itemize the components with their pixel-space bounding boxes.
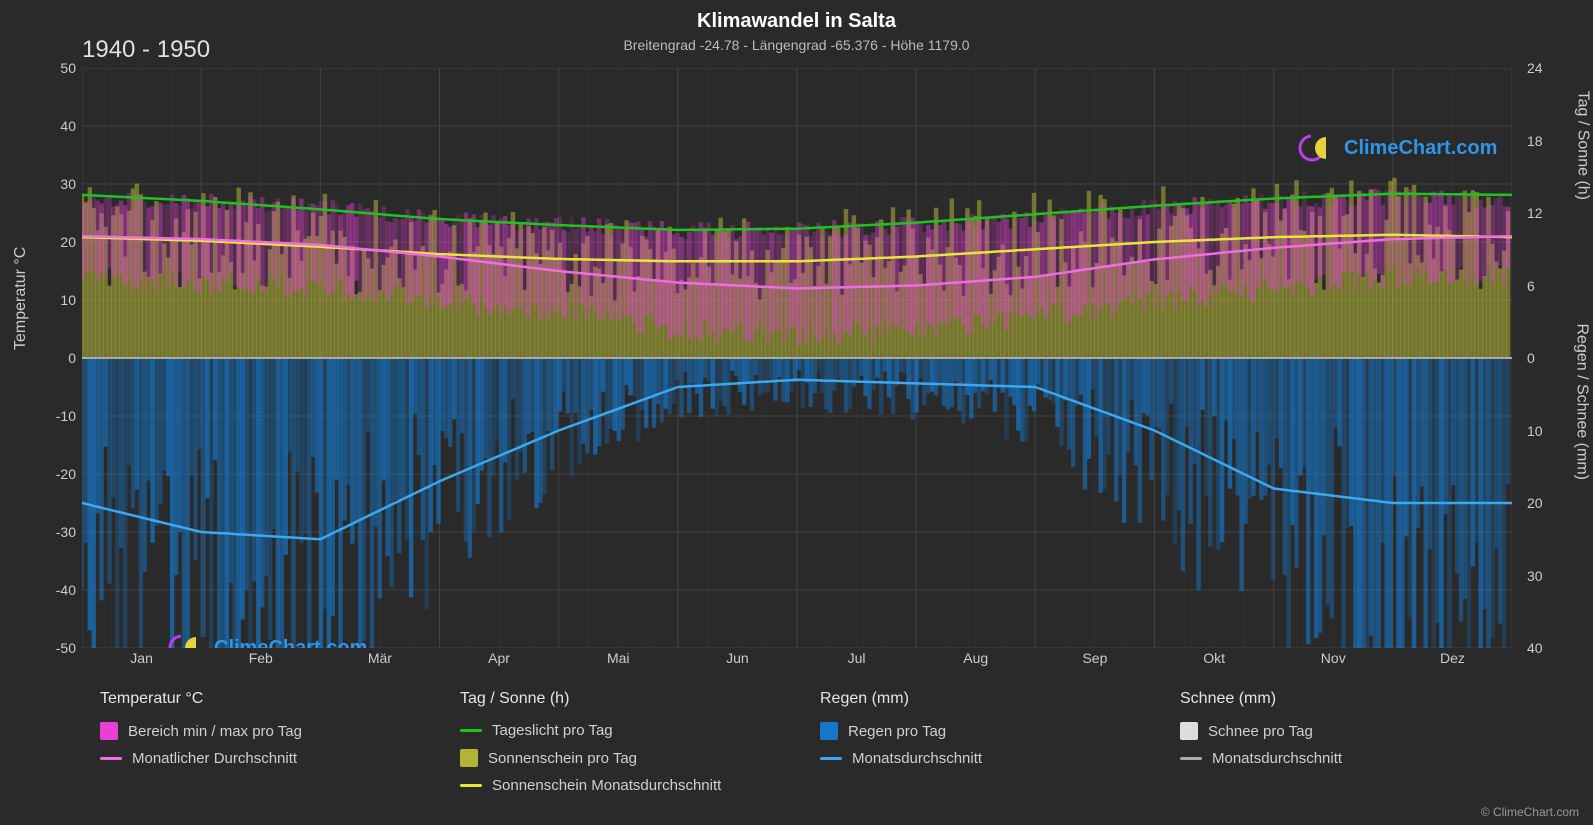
chart-canvas: ClimeChart.com ClimeChart.com — [82, 68, 1512, 648]
legend-group: Schnee (mm) Schnee pro Tag Monatsdurchschn… — [1180, 690, 1520, 794]
x-month-label: Sep — [1082, 650, 1107, 666]
legend-item-label: Tageslicht pro Tag — [492, 722, 613, 739]
x-month-label: Okt — [1203, 650, 1225, 666]
y-left-tick: 0 — [68, 350, 76, 366]
x-month-label: Apr — [488, 650, 510, 666]
legend-swatch-line-icon — [100, 757, 122, 760]
legend-item-label: Monatsdurchschnitt — [1212, 750, 1342, 767]
y-left-tick: -20 — [56, 466, 76, 482]
legend-swatch-line-icon — [460, 729, 482, 732]
x-month-label: Nov — [1321, 650, 1346, 666]
legend-item-label: Schnee pro Tag — [1208, 723, 1313, 740]
y-left-tick: 30 — [60, 176, 76, 192]
y-left-tick: -50 — [56, 640, 76, 656]
y-left-tick: 40 — [60, 118, 76, 134]
y-left-tick: -40 — [56, 582, 76, 598]
chart-title: Klimawandel in Salta — [0, 0, 1593, 33]
legend-group: Tag / Sonne (h) Tageslicht pro Tag Sonnens… — [460, 690, 800, 794]
x-month-label: Jul — [848, 650, 866, 666]
legend-swatch-square-icon — [100, 722, 118, 740]
legend-swatch-line-icon — [1180, 757, 1202, 760]
period-label: 1940 - 1950 — [82, 36, 210, 64]
legend-group-header: Temperatur °C — [100, 690, 440, 708]
legend-item-label: Monatlicher Durchschnitt — [132, 750, 297, 767]
legend-item: Sonnenschein pro Tag — [460, 749, 800, 767]
x-month-label: Aug — [963, 650, 988, 666]
legend-swatch-line-icon — [820, 757, 842, 760]
legend-item: Sonnenschein Monatsdurchschnitt — [460, 777, 800, 794]
legend-item: Bereich min / max pro Tag — [100, 722, 440, 740]
legend-item: Schnee pro Tag — [1180, 722, 1520, 740]
legend-group-header: Regen (mm) — [820, 690, 1160, 708]
legend-group: Temperatur °C Bereich min / max pro Tag Mo… — [100, 690, 440, 794]
y-axis-left-label: Temperatur °C — [12, 247, 30, 350]
x-month-label: Mär — [368, 650, 392, 666]
y-right-bot-tick: 30 — [1527, 568, 1543, 584]
legend: Temperatur °C Bereich min / max pro Tag Mo… — [100, 690, 1520, 794]
legend-item: Monatsdurchschnitt — [1180, 750, 1520, 767]
svg-text:ClimeChart.com: ClimeChart.com — [1344, 137, 1497, 159]
climate-chart-page: Klimawandel in Salta Breitengrad -24.78 … — [0, 0, 1593, 825]
y-left-tick: 20 — [60, 234, 76, 250]
y-left-tick: 10 — [60, 292, 76, 308]
y-right-bot-tick: 10 — [1527, 423, 1543, 439]
y-right-top-tick: 18 — [1527, 133, 1543, 149]
legend-item: Regen pro Tag — [820, 722, 1160, 740]
y-right-top-tick: 24 — [1527, 60, 1543, 76]
legend-item-label: Regen pro Tag — [848, 723, 946, 740]
legend-item-label: Monatsdurchschnitt — [852, 750, 982, 767]
legend-group-header: Tag / Sonne (h) — [460, 690, 800, 708]
legend-swatch-line-icon — [460, 784, 482, 787]
svg-text:ClimeChart.com: ClimeChart.com — [214, 637, 367, 648]
legend-item: Tageslicht pro Tag — [460, 722, 800, 739]
x-month-label: Mai — [607, 650, 630, 666]
legend-swatch-square-icon — [1180, 722, 1198, 740]
chart-subtitle: Breitengrad -24.78 - Längengrad -65.376 … — [0, 37, 1593, 53]
x-axis-month-labels: Jan Feb Mär Apr Mai Jun Jul Aug Sep Okt Nov Dez — [82, 650, 1512, 670]
x-month-label: Jun — [726, 650, 749, 666]
y-axis-right-bottom-label: Regen / Schnee (mm) — [1573, 323, 1591, 480]
legend-item: Monatsdurchschnitt — [820, 750, 1160, 767]
y-left-tick: -10 — [56, 408, 76, 424]
y-axis-right-ticks: 0612182410203040 — [1525, 68, 1573, 648]
legend-item: Monatlicher Durchschnitt — [100, 750, 440, 767]
legend-group-header: Schnee (mm) — [1180, 690, 1520, 708]
y-right-top-tick: 6 — [1527, 278, 1535, 294]
copyright-label: © ClimeChart.com — [1481, 805, 1579, 819]
y-right-bot-tick: 20 — [1527, 495, 1543, 511]
y-right-top-tick: 0 — [1527, 350, 1535, 366]
y-axis-left-ticks: -50-40-30-20-1001020304050 — [40, 68, 80, 648]
legend-item-label: Sonnenschein Monatsdurchschnitt — [492, 777, 721, 794]
y-right-top-tick: 12 — [1527, 205, 1543, 221]
y-left-tick: 50 — [60, 60, 76, 76]
y-left-tick: -30 — [56, 524, 76, 540]
y-axis-right-top-label: Tag / Sonne (h) — [1573, 91, 1591, 200]
legend-swatch-square-icon — [820, 722, 838, 740]
x-month-label: Dez — [1440, 650, 1465, 666]
legend-item-label: Sonnenschein pro Tag — [488, 750, 637, 767]
legend-swatch-square-icon — [460, 749, 478, 767]
x-month-label: Feb — [249, 650, 273, 666]
legend-item-label: Bereich min / max pro Tag — [128, 723, 302, 740]
legend-group: Regen (mm) Regen pro Tag Monatsdurchschnit… — [820, 690, 1160, 794]
y-right-bot-tick: 40 — [1527, 640, 1543, 656]
x-month-label: Jan — [130, 650, 153, 666]
